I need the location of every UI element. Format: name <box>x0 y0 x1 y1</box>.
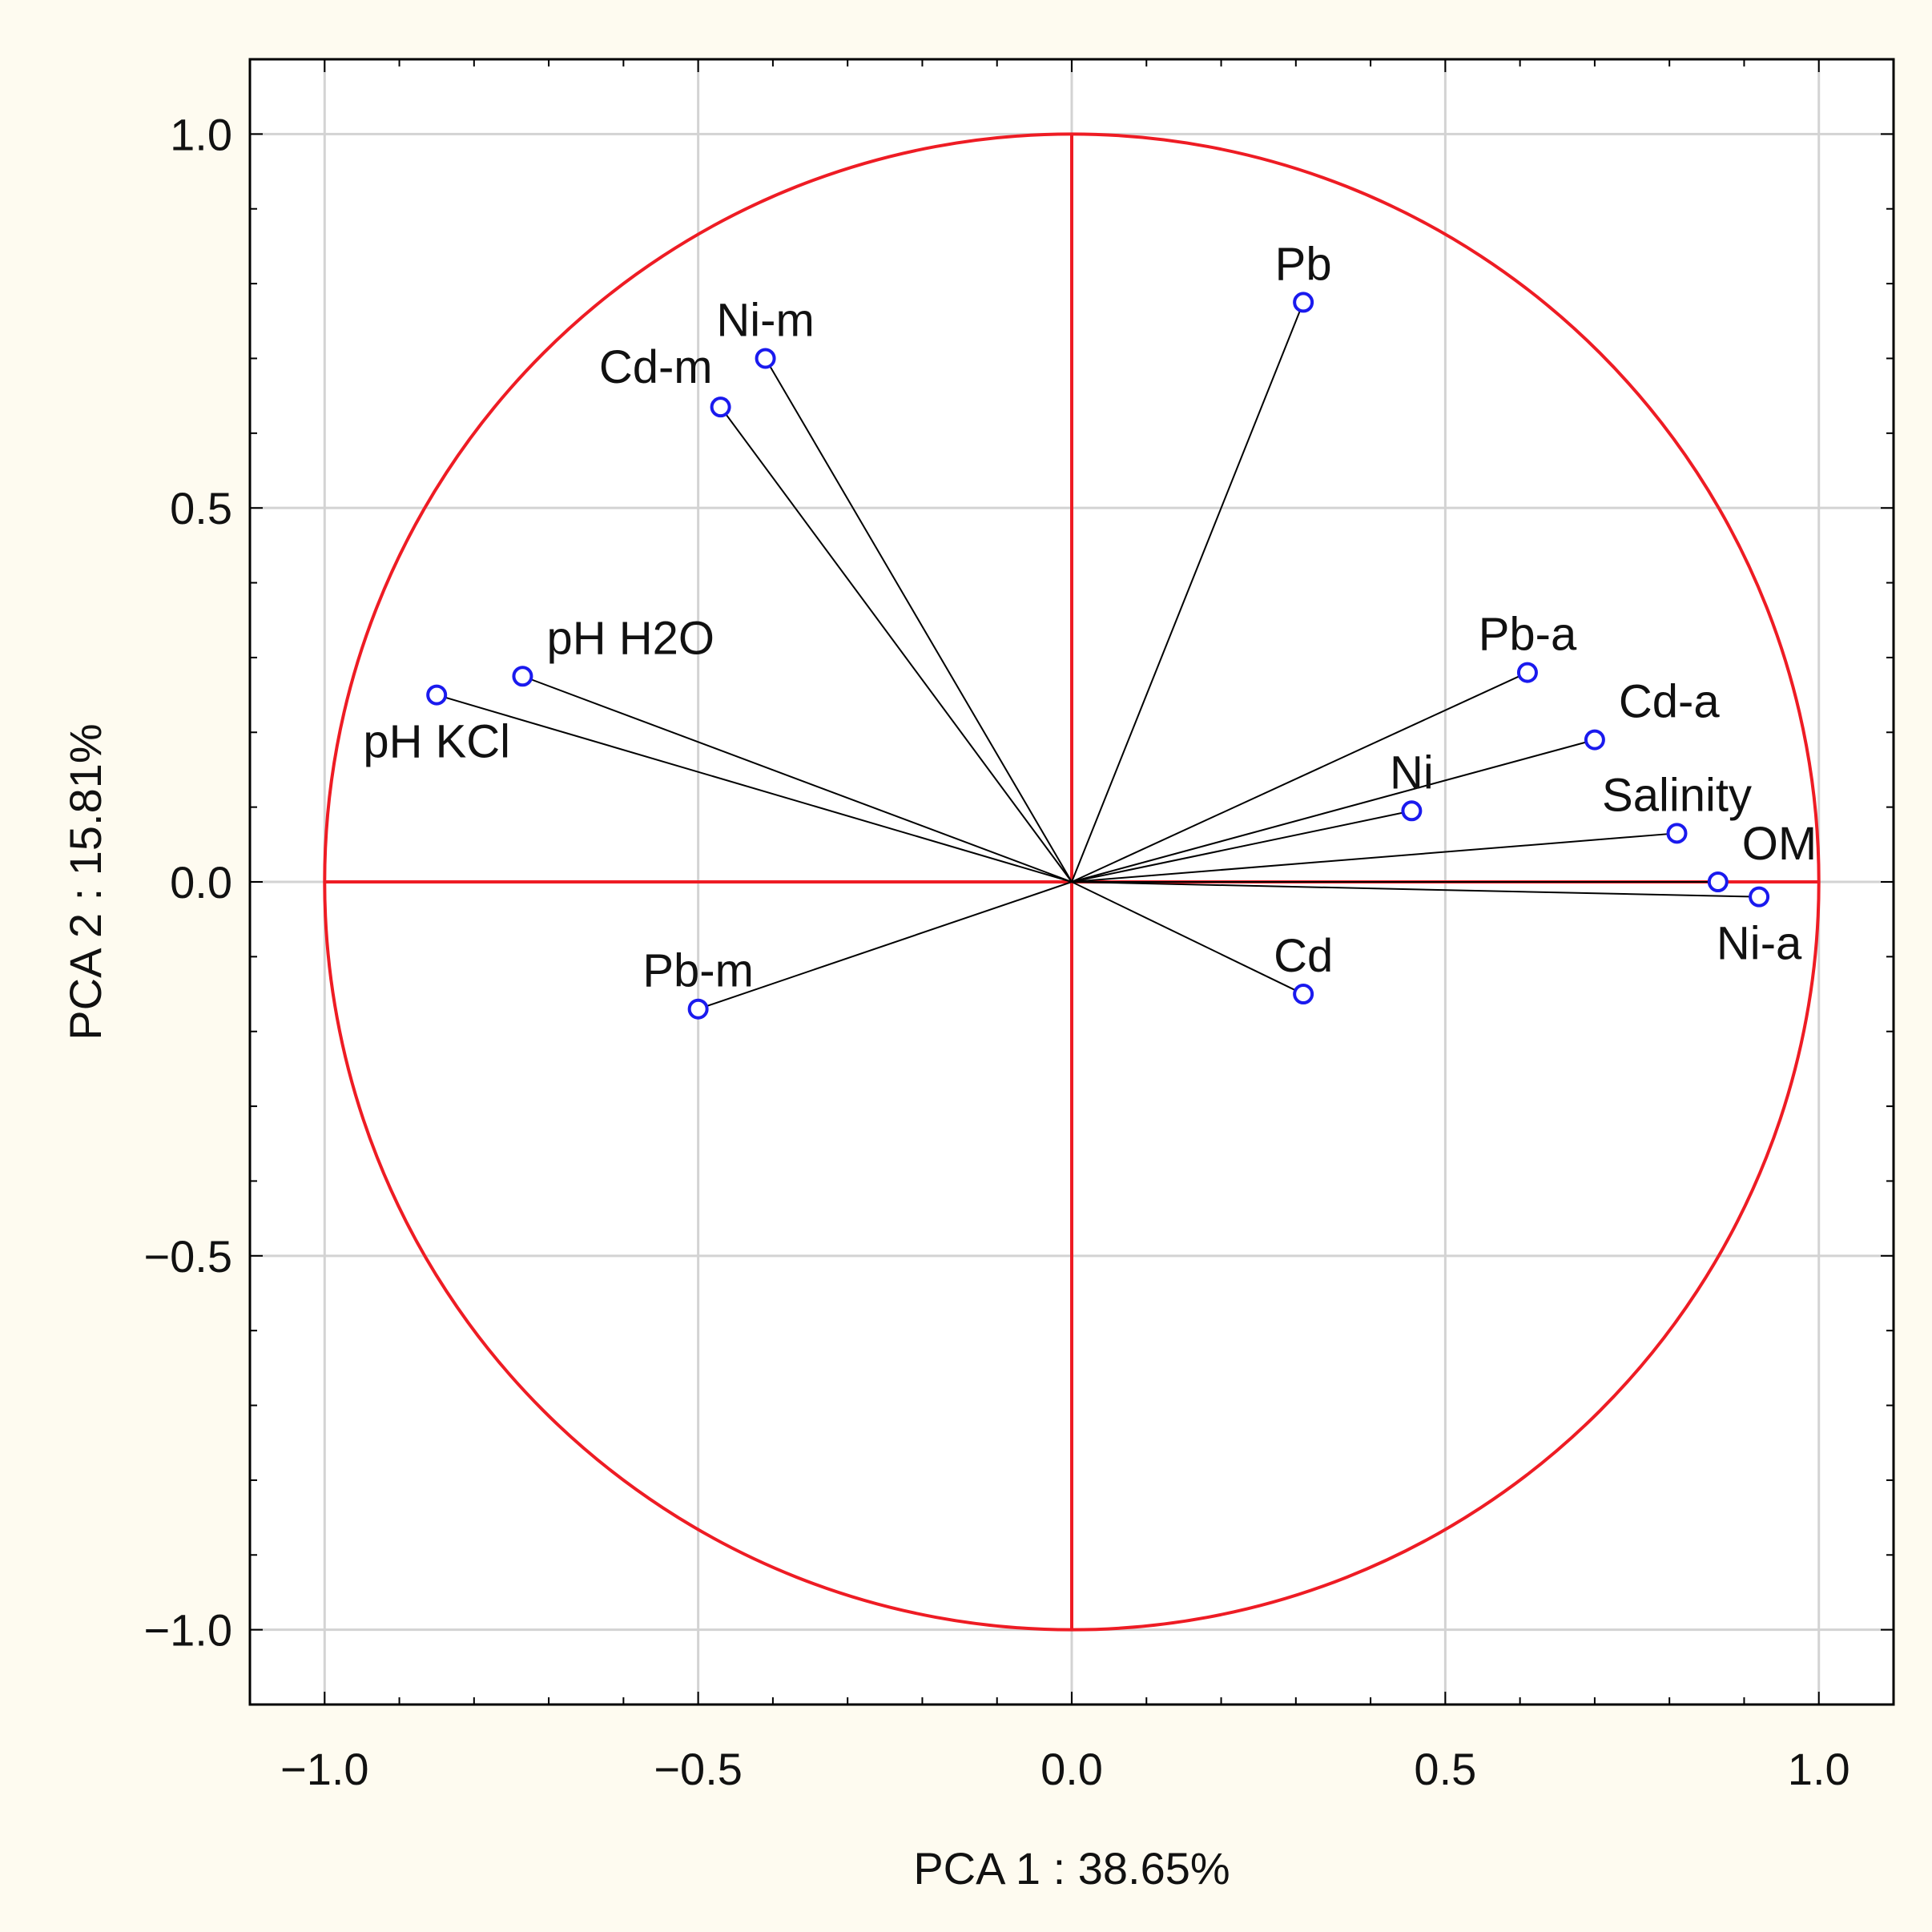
x-tick-label: −0.5 <box>654 1744 743 1794</box>
vector-ni-a <box>1071 881 1760 898</box>
vector-cd <box>1071 881 1304 995</box>
label-ni: Ni <box>1390 747 1434 799</box>
vector-salinity <box>1071 832 1677 883</box>
loading-markers <box>426 292 1770 1020</box>
vector-cd-m <box>719 406 1073 883</box>
vector-ni-m <box>764 357 1073 883</box>
label-pb-m: Pb-m <box>642 945 754 997</box>
vector-cd-a <box>1071 739 1596 883</box>
point-pb <box>1293 292 1314 313</box>
label-salinity: Salinity <box>1602 769 1752 821</box>
y-tick-label: 0.5 <box>170 483 232 533</box>
y-tick-label: 0.0 <box>170 857 232 908</box>
point-cd <box>1293 984 1314 1005</box>
point-om <box>1707 871 1729 892</box>
x-axis-title: PCA 1 : 38.65% <box>913 1843 1230 1894</box>
loading-vectors <box>436 302 1760 1010</box>
point-salinity <box>1666 823 1688 844</box>
y-axis-title: PCA 2 : 15.81% <box>60 723 111 1040</box>
point-cd-a <box>1584 729 1605 751</box>
y-tick-label: −1.0 <box>143 1605 232 1656</box>
vector-pb <box>1071 302 1305 883</box>
vector-pb-m <box>698 881 1073 1010</box>
vector-ph-h2o <box>522 675 1073 883</box>
label-ni-m: Ni-m <box>716 294 814 346</box>
label-cd-a: Cd-a <box>1619 676 1720 728</box>
point-pb-m <box>687 998 709 1020</box>
label-cd-m: Cd-m <box>599 341 713 393</box>
point-cd-m <box>710 396 731 418</box>
point-ph-kcl <box>426 684 448 706</box>
point-ni <box>1401 800 1423 822</box>
y-tick-label: 1.0 <box>170 109 232 159</box>
x-tick-label: −1.0 <box>280 1744 369 1794</box>
label-ph-kcl: pH KCl <box>363 716 510 768</box>
vector-ni <box>1071 810 1412 883</box>
label-ph-h2o: pH H2O <box>546 612 714 664</box>
point-ni-m <box>755 348 776 369</box>
x-tick-label: 0.0 <box>1040 1744 1103 1794</box>
label-ni-a: Ni-a <box>1717 918 1802 970</box>
point-ph-h2o <box>512 666 533 687</box>
vector-ph-kcl <box>436 694 1073 883</box>
label-pb: Pb <box>1275 238 1332 290</box>
axis-ticks: −1.0 −0.5 0.0 0.5 1.0 1.0 0.5 0.0 −0.5 −1.0 <box>143 59 1894 1794</box>
x-tick-label: 1.0 <box>1788 1744 1850 1794</box>
label-pb-a: Pb-a <box>1479 609 1577 661</box>
loading-labels: Pb Ni-mCd-m pH H2O pH KCl Pb-a Cd-a Ni Salinity… <box>363 238 1817 996</box>
point-ni-a <box>1749 886 1770 908</box>
x-tick-label: 0.5 <box>1414 1744 1476 1794</box>
label-om: OM <box>1742 818 1817 870</box>
label-cd: Cd <box>1274 930 1333 982</box>
vector-pb-a <box>1071 671 1528 883</box>
y-tick-label: −0.5 <box>143 1231 232 1282</box>
point-pb-a <box>1516 662 1538 683</box>
